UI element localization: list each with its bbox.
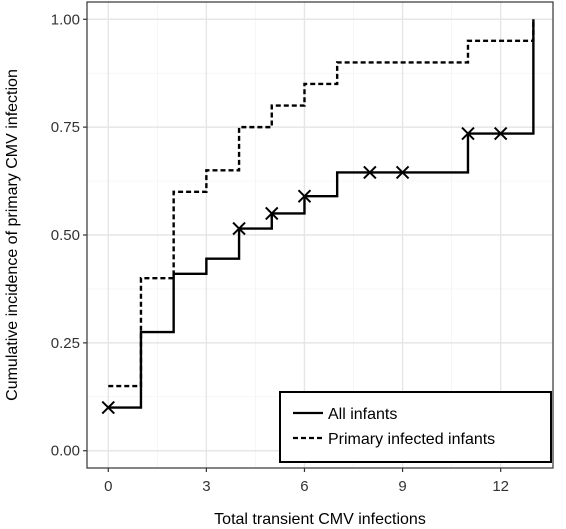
x-tick-label: 9: [398, 478, 406, 495]
x-tick-label: 12: [492, 478, 509, 495]
censor-mark: [395, 165, 410, 180]
censor-mark: [461, 126, 475, 141]
x-axis-title: Total transient CMV infections: [214, 511, 426, 528]
legend-label-primary-infected: Primary infected infants: [328, 431, 495, 448]
x-axis: 0 3 6 9 12: [104, 468, 509, 495]
censor-mark: [493, 126, 508, 141]
x-tick-label: 3: [202, 478, 210, 495]
y-tick-label: 1.00: [51, 11, 80, 28]
y-axis-title: Cumulative incidence of primary CMV infe…: [4, 69, 21, 401]
censor-mark: [232, 221, 246, 236]
x-tick-label: 6: [300, 478, 308, 495]
series-line-1: [108, 19, 535, 388]
series-layer: [101, 19, 535, 415]
y-tick-label: 0.00: [51, 443, 80, 460]
legend-label-all-infants: All infants: [328, 406, 397, 423]
x-tick-label: 0: [104, 478, 112, 495]
censor-mark: [363, 165, 377, 180]
y-tick-label: 0.50: [51, 227, 80, 244]
censor-mark: [101, 400, 115, 415]
y-tick-label: 0.75: [51, 119, 80, 136]
legend: All infants Primary infected infants: [279, 391, 552, 463]
series-line-0: [108, 19, 535, 409]
censor-mark: [297, 189, 312, 203]
y-axis: 0.00 0.25 0.50 0.75 1.00: [51, 11, 87, 460]
y-tick-label: 0.25: [51, 335, 80, 352]
censor-mark: [265, 206, 279, 221]
legend-box: [279, 391, 552, 463]
